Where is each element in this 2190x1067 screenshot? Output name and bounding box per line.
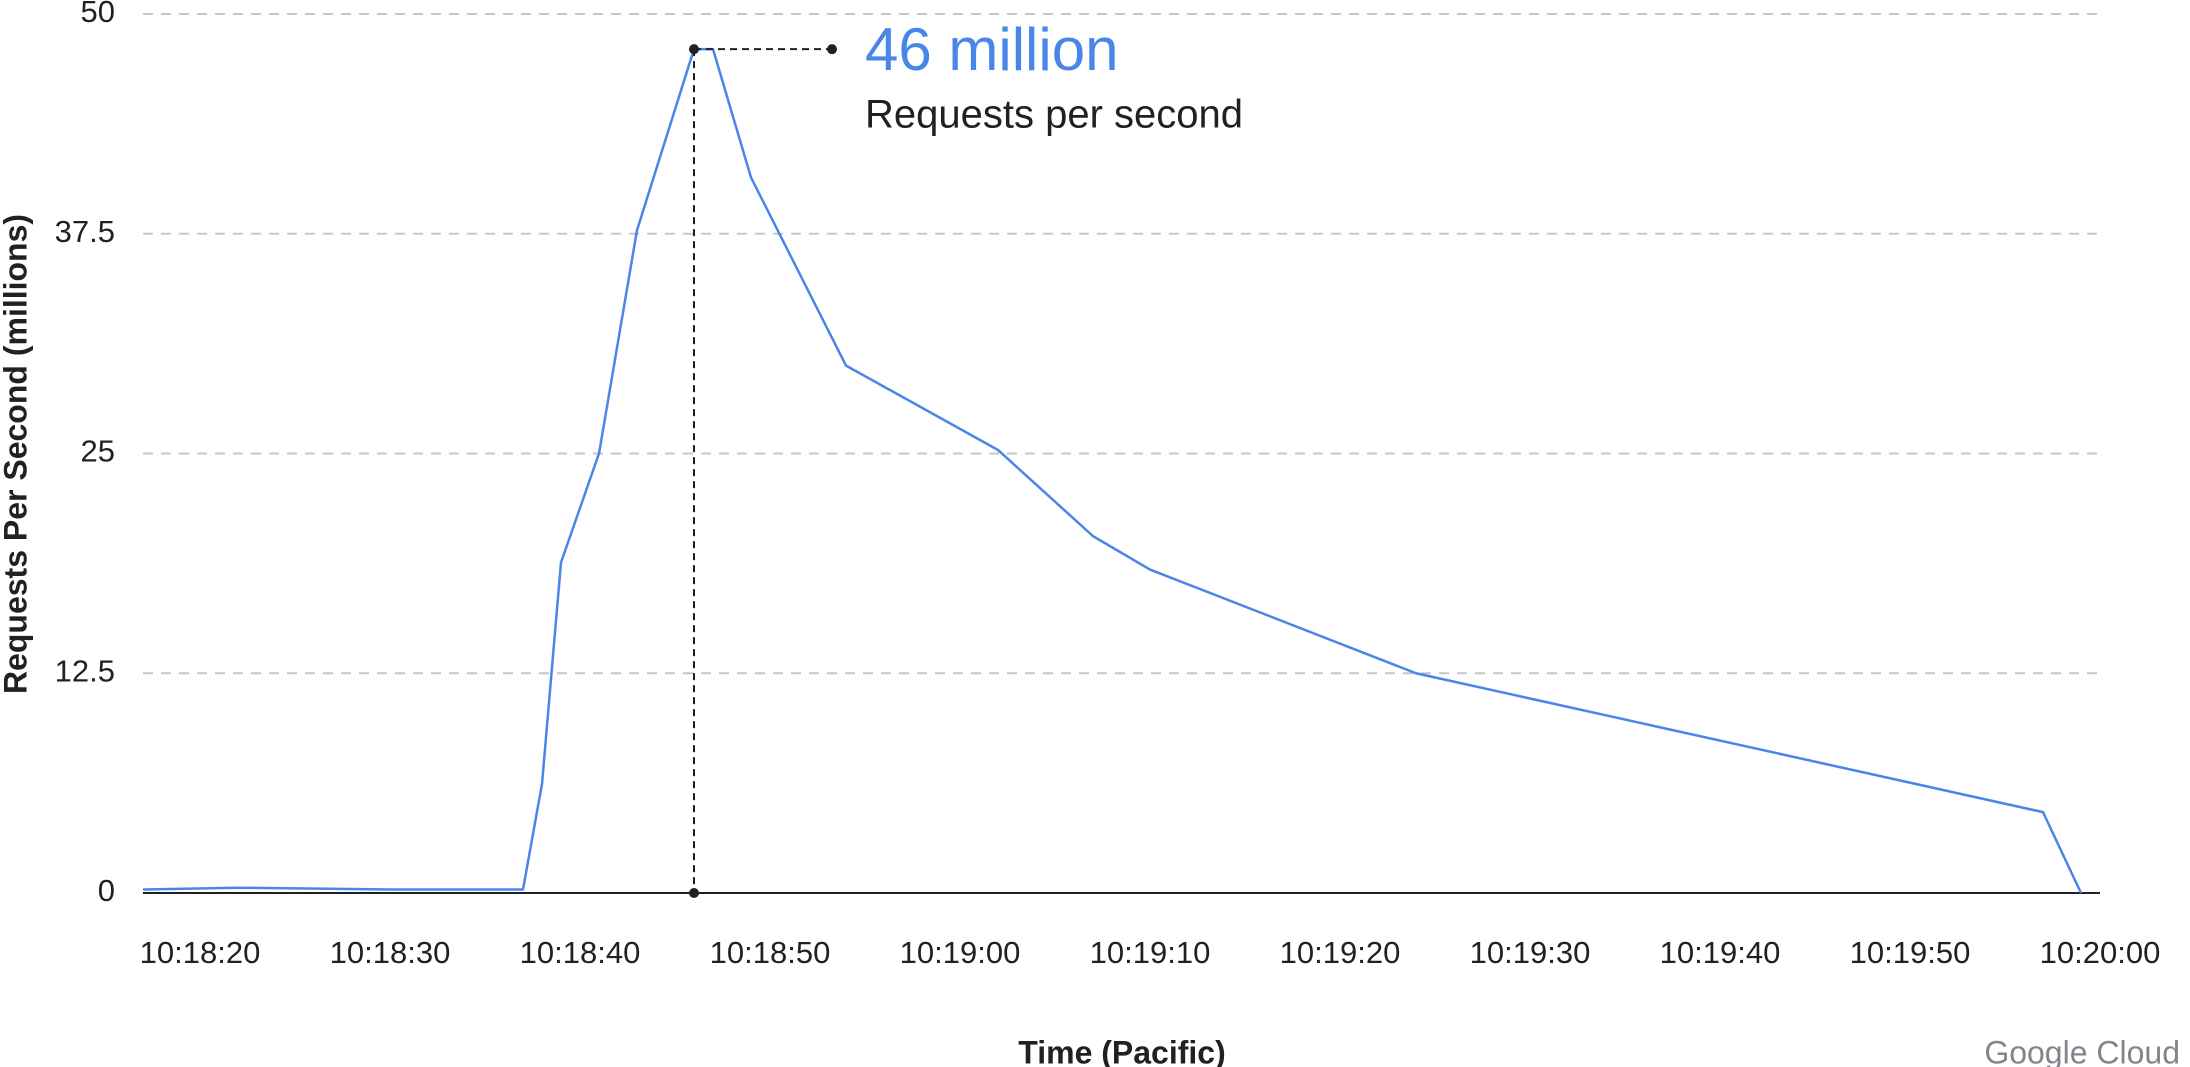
annotation-dot <box>689 888 699 898</box>
x-tick-label: 10:19:50 <box>1850 935 1971 970</box>
x-tick-label: 10:18:30 <box>330 935 451 970</box>
y-axis-title: Requests Per Second (millions) <box>0 214 33 694</box>
x-tick-label: 10:19:20 <box>1280 935 1401 970</box>
x-tick-label: 10:19:30 <box>1470 935 1591 970</box>
x-tick-label: 10:20:00 <box>2040 935 2161 970</box>
y-tick-label: 12.5 <box>55 653 115 688</box>
x-tick-label: 10:19:00 <box>900 935 1021 970</box>
x-tick-label: 10:18:40 <box>520 935 641 970</box>
y-tick-label: 25 <box>81 434 115 469</box>
data-line <box>142 47 2083 894</box>
y-tick-label: 37.5 <box>55 214 115 249</box>
y-tick-label: 50 <box>81 0 115 29</box>
brand-logo: Google Cloud <box>1984 1034 2180 1067</box>
annotation-value: 46 million <box>865 16 1118 83</box>
annotation-dot <box>827 44 837 55</box>
x-tick-label: 10:19:40 <box>1660 935 1781 970</box>
annotation-caption: Requests per second <box>865 93 1243 137</box>
x-tick-label: 10:18:20 <box>140 935 261 970</box>
x-tick-label: 10:19:10 <box>1090 935 1211 970</box>
x-axis-title: Time (Pacific) <box>1018 1034 1225 1067</box>
annotation-dot <box>689 44 699 55</box>
y-tick-label: 0 <box>98 873 115 908</box>
x-tick-label: 10:18:50 <box>710 935 831 970</box>
